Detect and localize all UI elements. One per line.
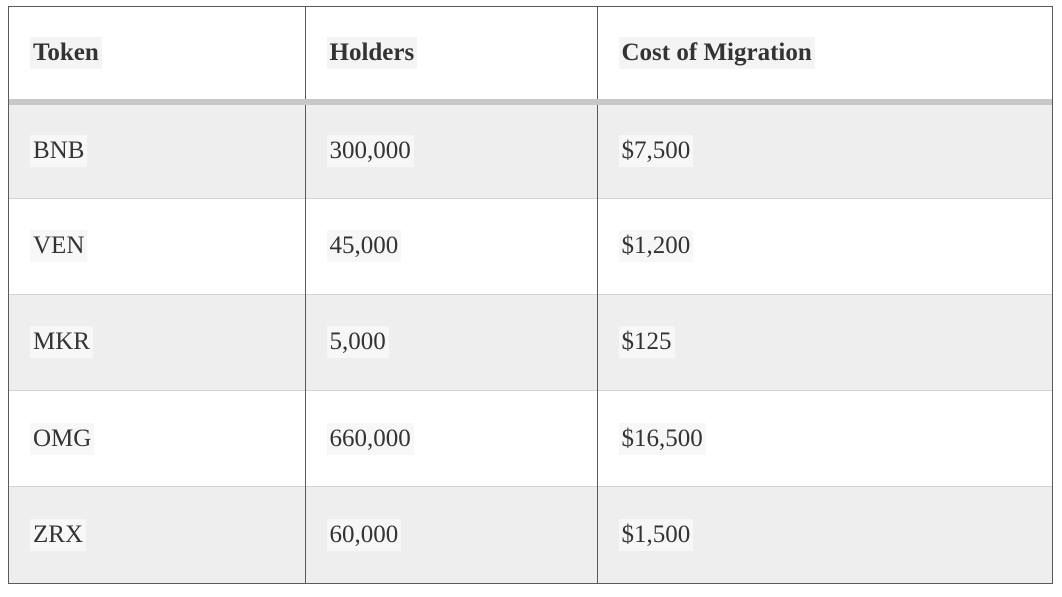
column-header-label: Cost of Migration xyxy=(618,37,815,69)
cell-token: VEN xyxy=(9,197,305,295)
table-header-row: Token Holders Cost of Migration xyxy=(9,7,1052,105)
table-row: BNB 300,000 $7,500 xyxy=(9,101,1052,199)
cell-text: $125 xyxy=(618,326,675,359)
cell-text: 5,000 xyxy=(326,326,389,359)
cell-text: $7,500 xyxy=(618,135,694,168)
cell-text: 60,000 xyxy=(326,519,402,552)
cell-holders: 300,000 xyxy=(304,101,597,199)
cell-token: BNB xyxy=(9,101,305,199)
cell-token: ZRX xyxy=(9,486,305,583)
cell-text: $1,200 xyxy=(618,230,694,263)
cell-cost-of-migration: $16,500 xyxy=(596,390,1052,487)
cell-cost-of-migration: $7,500 xyxy=(596,101,1052,199)
table-row: VEN 45,000 $1,200 xyxy=(9,197,1052,295)
table-row: MKR 5,000 $125 xyxy=(9,293,1052,391)
migration-cost-table: Token Holders Cost of Migration BNB 300,… xyxy=(9,7,1052,583)
table-row: OMG 660,000 $16,500 xyxy=(9,390,1052,487)
cell-token: MKR xyxy=(9,293,305,391)
column-header-holders: Holders xyxy=(304,7,597,105)
cell-text: BNB xyxy=(30,135,88,168)
cell-cost-of-migration: $125 xyxy=(596,293,1052,391)
column-header-cost-of-migration: Cost of Migration xyxy=(596,7,1052,105)
migration-cost-table-container: Token Holders Cost of Migration BNB 300,… xyxy=(8,6,1053,584)
cell-holders: 60,000 xyxy=(304,486,597,583)
cell-holders: 660,000 xyxy=(304,390,597,487)
cell-cost-of-migration: $1,200 xyxy=(596,197,1052,295)
cell-holders: 5,000 xyxy=(304,293,597,391)
cell-text: 300,000 xyxy=(326,135,414,168)
cell-token: OMG xyxy=(9,390,305,487)
cell-text: ZRX xyxy=(30,519,86,552)
cell-text: $16,500 xyxy=(618,422,706,455)
cell-text: 660,000 xyxy=(326,422,414,455)
cell-text: 45,000 xyxy=(326,230,402,263)
cell-holders: 45,000 xyxy=(304,197,597,295)
cell-text: $1,500 xyxy=(618,519,694,552)
cell-text: VEN xyxy=(30,230,88,263)
column-header-label: Token xyxy=(30,37,102,69)
cell-cost-of-migration: $1,500 xyxy=(596,486,1052,583)
column-header-label: Holders xyxy=(326,37,418,69)
column-header-token: Token xyxy=(9,7,305,105)
cell-text: OMG xyxy=(30,422,95,455)
table-row: ZRX 60,000 $1,500 xyxy=(9,486,1052,583)
cell-text: MKR xyxy=(30,326,93,359)
